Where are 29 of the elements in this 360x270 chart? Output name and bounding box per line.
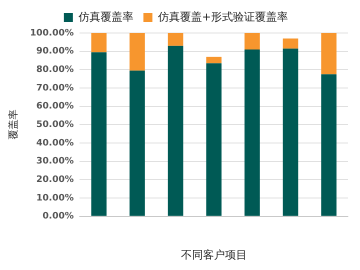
y-tick-label: 40.00%: [36, 138, 74, 148]
y-tick-label: 0.00%: [42, 212, 74, 222]
y-tick-label: 90.00%: [36, 46, 74, 57]
bar: [91, 33, 107, 52]
bar: [244, 50, 260, 216]
bar: [206, 63, 222, 216]
y-tick-label: 20.00%: [36, 175, 74, 186]
bar: [321, 33, 337, 74]
bar: [130, 33, 145, 71]
y-axis-title: 覆盖率: [8, 110, 20, 140]
y-tick-label: 100.00%: [30, 28, 74, 38]
y-tick-label: 50.00%: [36, 120, 74, 130]
bar: [282, 38, 298, 49]
y-tick-label: 10.00%: [36, 193, 74, 204]
bar: [168, 46, 184, 216]
bar: [130, 70, 145, 216]
y-tick-label: 70.00%: [36, 83, 74, 94]
legend-label: 仿真覆盖+形式验证覆盖率: [156, 10, 288, 24]
bar: [244, 33, 260, 50]
bar: [206, 56, 222, 64]
x-axis-title: 不同客户项目: [180, 248, 247, 262]
bar: [168, 33, 184, 46]
bar: [91, 52, 107, 216]
y-tick-label: 60.00%: [36, 102, 74, 112]
bar: [321, 74, 337, 216]
legend-label: 仿真覆盖率: [77, 10, 134, 24]
bar: [282, 48, 298, 216]
y-tick-label: 30.00%: [36, 156, 74, 167]
y-tick-label: 80.00%: [36, 65, 74, 76]
